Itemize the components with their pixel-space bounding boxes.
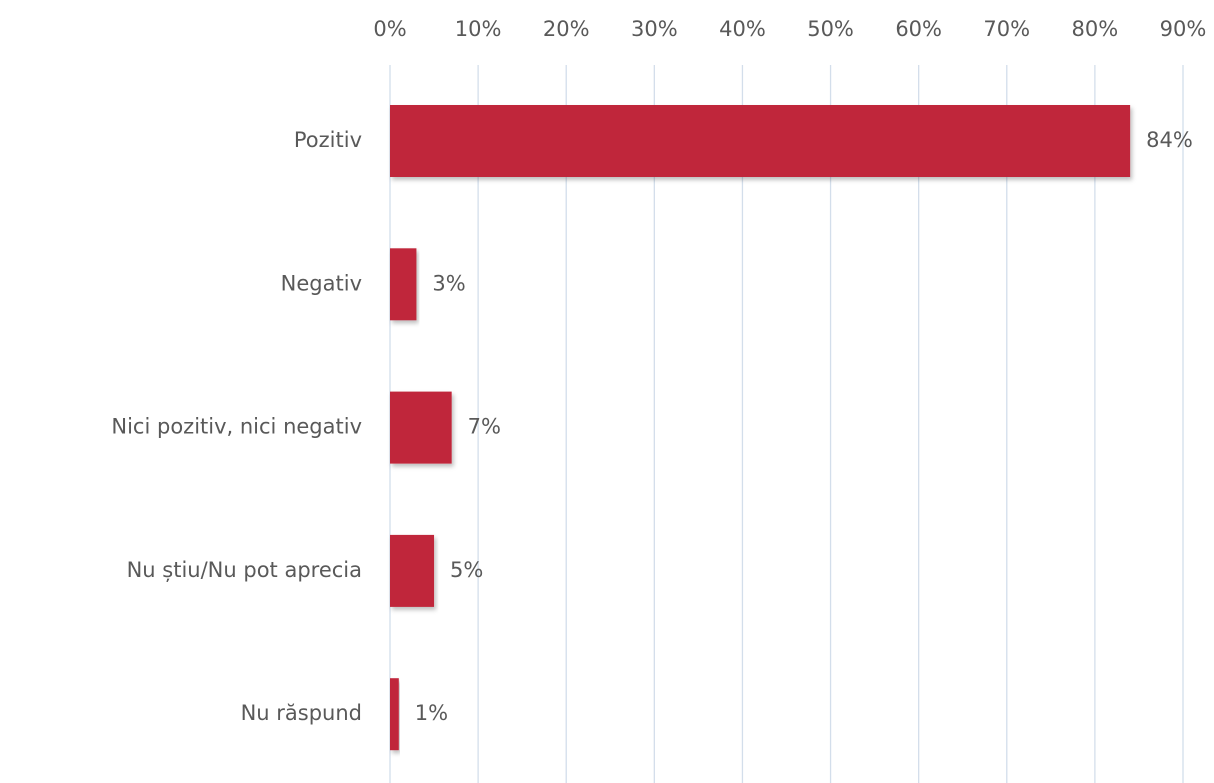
- x-tick-label: 80%: [1072, 17, 1119, 41]
- bar: [390, 105, 1131, 177]
- bar: [390, 391, 452, 464]
- y-tick-label: Nici pozitiv, nici negativ: [111, 415, 362, 439]
- x-tick-label: 40%: [719, 17, 766, 41]
- x-tick-label: 50%: [807, 17, 854, 41]
- x-tick-label: 60%: [895, 17, 942, 41]
- x-tick-label: 20%: [543, 17, 590, 41]
- bar: [390, 534, 435, 607]
- x-tick-label: 10%: [455, 17, 502, 41]
- y-tick-label: Nu știu/Nu pot aprecia: [127, 558, 362, 582]
- y-tick-label: Nu răspund: [241, 701, 362, 725]
- x-tick-label: 70%: [983, 17, 1030, 41]
- data-label: 1%: [415, 701, 448, 725]
- data-label: 7%: [468, 415, 501, 439]
- data-label: 3%: [432, 271, 465, 295]
- data-label: 84%: [1146, 128, 1193, 152]
- x-tick-label: 30%: [631, 17, 678, 41]
- data-label: 5%: [450, 558, 483, 582]
- x-tick-label: 90%: [1160, 17, 1207, 41]
- bar: [390, 248, 417, 321]
- bar: [390, 678, 399, 751]
- y-tick-label: Negativ: [281, 271, 362, 295]
- y-tick-label: Pozitiv: [294, 128, 362, 152]
- x-tick-label: 0%: [373, 17, 406, 41]
